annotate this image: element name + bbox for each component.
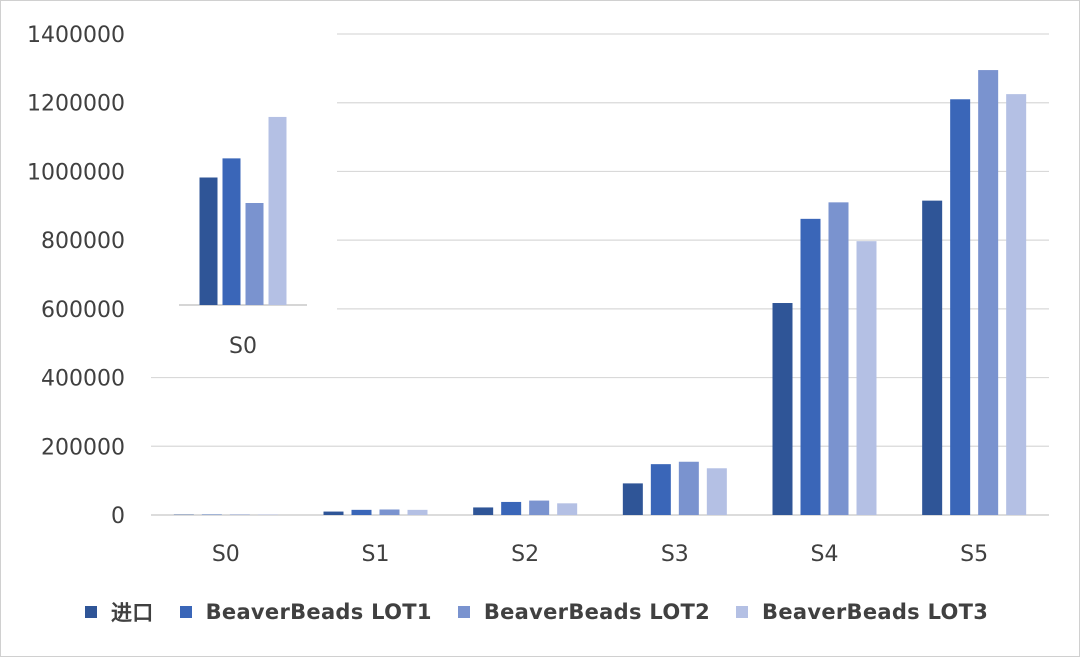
legend-item: 进口 [85,597,154,627]
legend-label: 进口 [111,601,154,625]
x-tick-label: S4 [811,542,839,567]
bar [473,507,494,515]
y-tick-label: 600000 [41,298,125,323]
bar [650,464,671,515]
bar [323,511,344,515]
legend-label: BeaverBeads LOT1 [205,600,432,624]
inset-bar [199,177,218,305]
legend-item: BeaverBeads LOT1 [179,600,432,624]
inset-x-tick-label: S0 [229,334,257,359]
inset-bar [222,158,241,305]
bar [978,70,999,515]
y-tick-label: 0 [111,504,125,529]
legend: 进口 BeaverBeads LOT1 BeaverBeads LOT2 Bea… [85,597,1014,627]
legend-item: BeaverBeads LOT2 [457,600,711,624]
bar [407,509,428,515]
bar [706,468,727,515]
bar [1006,94,1027,515]
bar [922,200,943,515]
x-tick-label: S2 [511,542,539,567]
bar [828,202,849,515]
inset-bar [245,203,264,305]
x-tick-label: S5 [960,542,988,567]
bar [622,483,643,515]
legend-swatch [85,606,97,618]
legend-swatch [736,606,749,618]
y-axis-ticks: 0 200000 400000 600000 800000 1000000 1200000 1… [27,23,125,529]
legend-item: BeaverBeads LOT3 [736,600,988,624]
legend-label: BeaverBeads LOT3 [762,600,989,624]
y-tick-label: 1200000 [27,92,125,117]
legend-swatch [179,606,192,618]
bar [950,99,971,516]
bar [678,461,699,515]
y-tick-label: 1000000 [27,160,125,185]
bar [351,509,372,515]
main-bars [173,70,1027,516]
y-tick-label: 1400000 [27,23,125,48]
x-tick-label: S0 [212,542,240,567]
y-tick-label: 800000 [41,229,125,254]
x-tick-label: S3 [661,542,689,567]
y-tick-label: 400000 [41,367,125,392]
bar [557,503,578,515]
x-tick-label: S1 [362,542,390,567]
bar [856,241,877,515]
x-axis-ticks: S0 S1 S2 S3 S4 S5 [212,542,988,567]
inset-chart: S0 [179,116,307,359]
y-tick-label: 200000 [41,435,125,460]
bar [772,303,793,515]
inset-bar [268,116,287,305]
bar [501,501,522,515]
legend-label: BeaverBeads LOT2 [483,600,711,624]
gridlines [151,33,1049,516]
bar [379,509,400,515]
bar [529,500,550,515]
bar-chart: 0 200000 400000 600000 800000 1000000 1200000 1… [27,23,1049,567]
legend-swatch [457,606,470,618]
bar [800,218,821,515]
